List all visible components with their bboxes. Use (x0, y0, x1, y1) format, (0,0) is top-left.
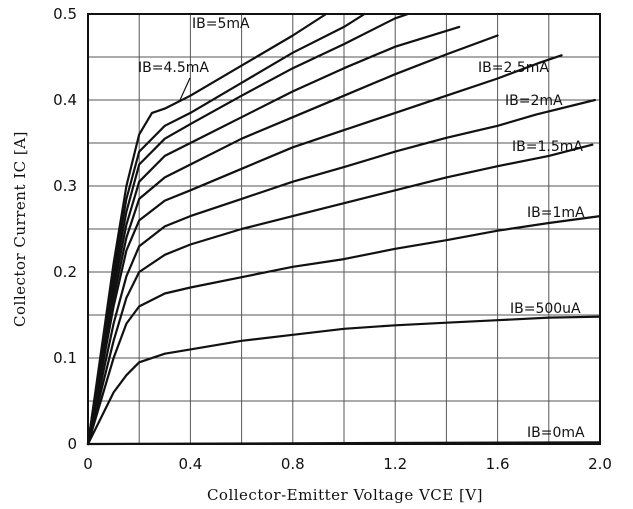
x-tick-label: 1.6 (486, 455, 510, 473)
y-tick-label: 0.3 (53, 177, 77, 195)
curve-label: IB=2.5mA (478, 60, 549, 76)
curve-series-3 (86, 143, 594, 446)
curve-label: IB=1.5mA (512, 139, 583, 155)
x-tick-label: 0.4 (178, 455, 202, 473)
y-tick-label: 0.4 (53, 91, 77, 109)
curve-series-4 (86, 98, 596, 446)
y-tick-label: 0.2 (53, 263, 77, 281)
x-tick-label: 0.8 (281, 455, 305, 473)
curve-label: IB=2mA (505, 93, 563, 109)
curve-series-7 (86, 25, 461, 446)
x-tick-labels: 0 0.4 0.8 1.2 1.6 2.0 (83, 455, 612, 473)
y-tick-label: 0 (67, 435, 77, 453)
y-tick-label: 0.1 (53, 349, 77, 367)
plot-frame (87, 13, 601, 445)
curve-label: IB=5mA (192, 16, 250, 32)
y-tick-labels: 0 0.1 0.2 0.3 0.4 0.5 (53, 5, 77, 453)
x-tick-label: 2.0 (588, 455, 612, 473)
grid (88, 14, 600, 444)
y-tick-label: 0.5 (53, 5, 77, 23)
curve-series-10 (86, 12, 328, 446)
curve-series-2 (86, 215, 602, 446)
leader-line-4-5ma (179, 77, 191, 101)
y-axis-label: Collector Current IC [A] (11, 131, 29, 327)
curve-series-8 (86, 12, 410, 446)
curve-labels: IB=0mA IB=500uA IB=1mA IB=1.5mA IB=2mA IB=2.5… (138, 16, 585, 441)
curve-label: IB=500uA (510, 301, 581, 317)
curve-label: IB=1mA (527, 205, 585, 221)
curve-series-5 (86, 54, 563, 446)
x-tick-label: 1.2 (383, 455, 407, 473)
x-tick-label: 0 (83, 455, 93, 473)
curve-series-1 (86, 315, 602, 446)
curve-label: IB=4.5mA (138, 60, 209, 76)
x-axis-label: Collector-Emitter Voltage VCE [V] (207, 486, 483, 504)
curve-series-6 (86, 34, 499, 446)
curve-label: IB=0mA (527, 425, 585, 441)
